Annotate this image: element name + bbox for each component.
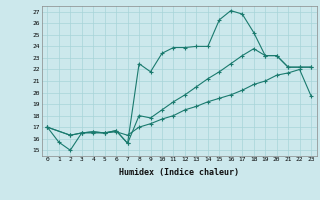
X-axis label: Humidex (Indice chaleur): Humidex (Indice chaleur) [119,168,239,177]
